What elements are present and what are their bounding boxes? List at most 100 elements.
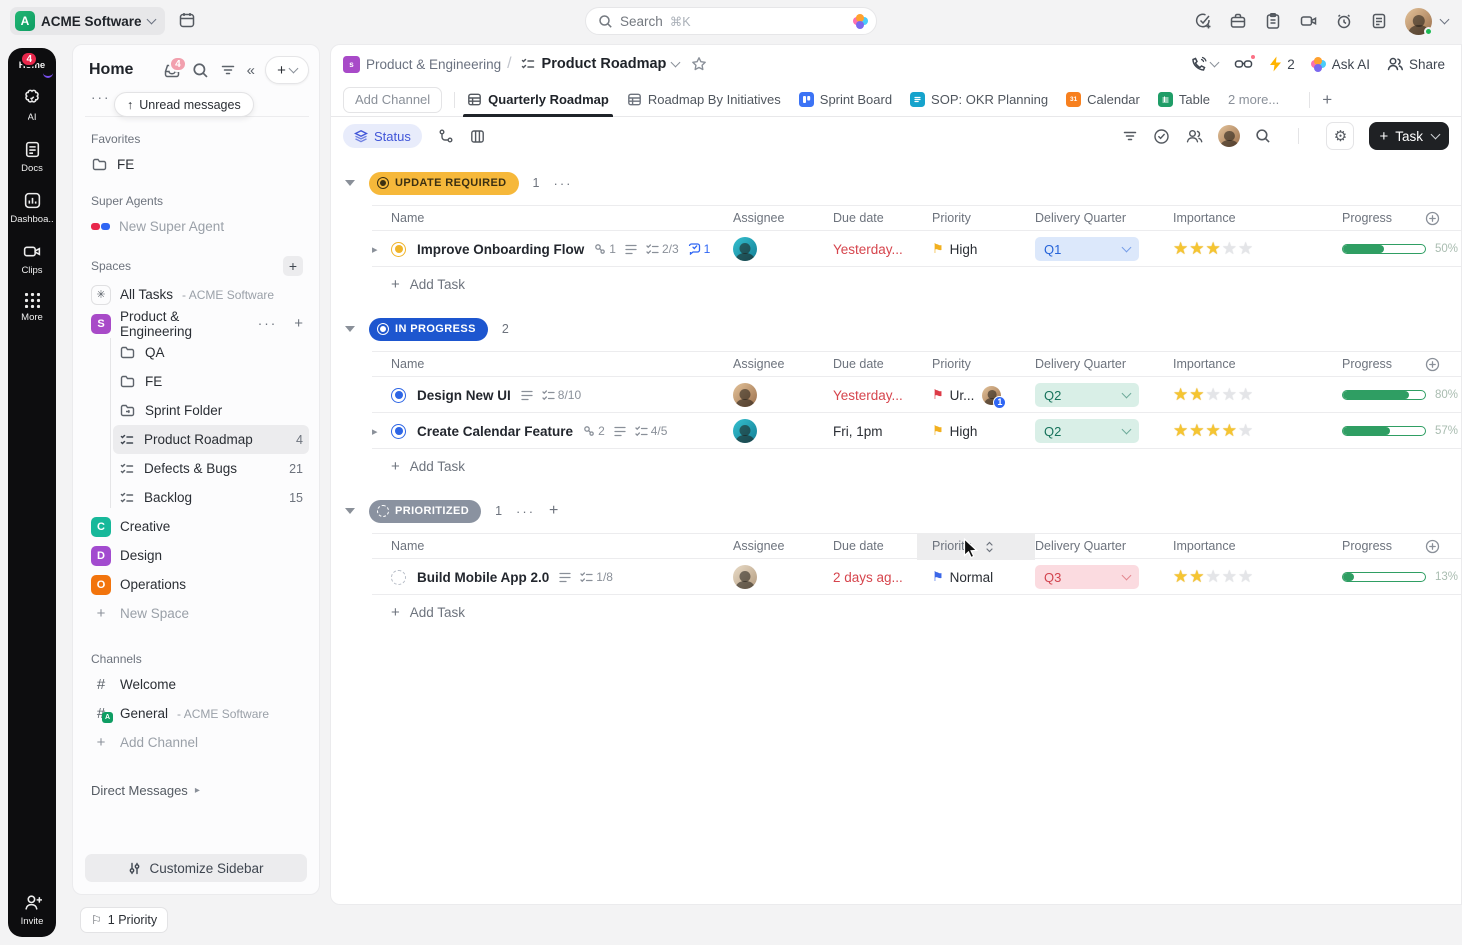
assignee-avatar[interactable] — [733, 383, 757, 407]
sidebar-item-fe[interactable]: FE — [113, 367, 309, 396]
automations-button[interactable]: 2 — [1269, 56, 1295, 72]
ask-ai-button[interactable]: Ask AI — [1310, 56, 1370, 72]
subtask-count[interactable]: 1/8 — [580, 570, 613, 584]
star-empty-icon[interactable]: ★ — [1221, 567, 1237, 586]
column-due-date[interactable]: Due date — [833, 357, 884, 371]
add-task-row[interactable]: + Add Task — [391, 275, 466, 293]
star-filled-icon[interactable]: ★ — [1173, 239, 1189, 258]
priority-value[interactable]: Normal — [949, 569, 994, 585]
filter-icon[interactable] — [220, 62, 236, 78]
add-column-icon[interactable] — [1425, 539, 1440, 554]
breadcrumb-space[interactable]: Product & Engineering — [366, 56, 502, 72]
delivery-quarter-select[interactable]: Q2 — [1035, 419, 1139, 443]
sidebar-item-defects-bugs[interactable]: Defects & Bugs 21 — [113, 454, 309, 483]
star-filled-icon[interactable]: ★ — [1189, 567, 1205, 586]
delivery-quarter-select[interactable]: Q3 — [1035, 565, 1139, 589]
sidebar-item-add-channel[interactable]: + Add Channel — [85, 728, 309, 757]
tab-quarterly-roadmap[interactable]: Quarterly Roadmap — [463, 83, 613, 117]
star-filled-icon[interactable]: ★ — [1189, 239, 1205, 258]
priority-value[interactable]: High — [949, 423, 978, 439]
star-empty-icon[interactable]: ★ — [1221, 239, 1237, 258]
task-row[interactable]: Design New UI 8/10 Yesterday... ⚑ Ur... … — [372, 377, 1461, 413]
columns-icon[interactable] — [470, 129, 485, 144]
column-priority[interactable]: Priority — [932, 539, 971, 553]
agents-goggles-icon[interactable] — [1234, 53, 1258, 71]
call-button[interactable] — [1190, 56, 1220, 73]
search-icon[interactable] — [192, 62, 209, 79]
due-date[interactable]: Yesterday... — [833, 387, 903, 403]
sidebar-item-all-tasks[interactable]: ✳ All Tasks - ACME Software — [85, 280, 309, 309]
collapse-group-icon[interactable] — [345, 180, 355, 186]
plus-icon[interactable]: + — [294, 315, 303, 332]
add-task-row[interactable]: + Add Task — [391, 457, 466, 475]
create-task-icon[interactable] — [1194, 12, 1212, 30]
star-empty-icon[interactable]: ★ — [1238, 567, 1254, 586]
sidebar-item-qa[interactable]: QA — [113, 338, 309, 367]
workspace-switcher[interactable]: A ACME Software — [10, 7, 165, 35]
group-menu-icon[interactable]: ··· — [553, 175, 573, 191]
status-dot-in-progress[interactable] — [391, 423, 406, 439]
notepad-icon[interactable] — [1370, 12, 1388, 30]
star-filled-icon[interactable]: ★ — [1189, 385, 1205, 404]
status-dot-prioritized[interactable] — [391, 569, 406, 585]
rail-dashboards[interactable]: Dashboa.. — [10, 191, 54, 225]
add-task-row[interactable]: + Add Task — [391, 603, 466, 621]
sidebar-item-design[interactable]: D Design — [85, 541, 309, 570]
assignee-avatar[interactable] — [733, 419, 757, 443]
sidebar-item-operations[interactable]: O Operations — [85, 570, 309, 599]
page-title[interactable]: Product Roadmap — [541, 56, 667, 72]
column-progress[interactable]: Progress — [1342, 539, 1393, 553]
importance-stars[interactable]: ★ ★ ★ ★ ★ — [1173, 559, 1254, 595]
delivery-quarter-select[interactable]: Q1 — [1035, 237, 1139, 261]
task-row[interactable]: ▸ Create Calendar Feature 2 4/5 Fri, 1pm… — [372, 413, 1461, 449]
sort-icon[interactable] — [985, 541, 994, 553]
column-importance[interactable]: Importance — [1173, 211, 1236, 225]
column-progress[interactable]: Progress — [1342, 357, 1393, 371]
group-menu-icon[interactable]: ··· — [516, 503, 536, 519]
sidebar-item-welcome-channel[interactable]: # Welcome — [85, 670, 309, 699]
chevron-down-icon[interactable] — [1439, 14, 1450, 25]
global-search-input[interactable]: Search ⌘K — [585, 7, 877, 35]
description-icon[interactable] — [559, 572, 571, 583]
star-empty-icon[interactable]: ★ — [1221, 385, 1237, 404]
assignees-icon[interactable] — [1185, 128, 1203, 144]
tab-roadmap-by-initiatives[interactable]: Roadmap By Initiatives — [627, 83, 781, 117]
closed-tasks-icon[interactable] — [1153, 128, 1170, 145]
priority-value[interactable]: High — [949, 241, 978, 257]
star-empty-icon[interactable]: ★ — [1238, 421, 1254, 440]
briefcase-icon[interactable] — [1229, 12, 1247, 30]
link-count[interactable]: 2 — [583, 424, 605, 438]
rail-clips[interactable]: Clips — [21, 242, 43, 276]
tab-sop-okr-planning[interactable]: SOP: OKR Planning — [910, 83, 1048, 117]
unread-messages-pill[interactable]: ↑ Unread messages — [114, 92, 254, 117]
star-filled-icon[interactable]: ★ — [1205, 421, 1221, 440]
reminder-clock-icon[interactable] — [1335, 12, 1353, 30]
clipboard-icon[interactable] — [1264, 12, 1282, 30]
subtask-count[interactable]: 4/5 — [635, 424, 667, 438]
ellipsis-icon[interactable]: ··· — [257, 316, 278, 331]
inbox-icon[interactable]: 4 — [163, 56, 187, 79]
column-importance[interactable]: Importance — [1173, 357, 1236, 371]
column-due-date[interactable]: Due date — [833, 211, 884, 225]
sidebar-item-product-engineering[interactable]: S Product & Engineering ··· + — [85, 309, 309, 339]
column-assignee[interactable]: Assignee — [733, 357, 785, 371]
comment-count[interactable]: 1 — [688, 242, 710, 256]
status-badge[interactable]: UPDATE REQUIRED — [369, 171, 519, 195]
clips-icon[interactable] — [1299, 12, 1318, 30]
column-delivery-quarter[interactable]: Delivery Quarter — [1035, 539, 1126, 553]
task-name[interactable]: Create Calendar Feature — [417, 423, 574, 439]
status-badge[interactable]: IN PROGRESS — [369, 317, 488, 341]
status-dot-update-required[interactable] — [391, 241, 406, 257]
collapse-group-icon[interactable] — [345, 326, 355, 332]
priority-filter-pill[interactable]: ⚐ 1 Priority — [80, 907, 169, 933]
subtasks-icon[interactable] — [438, 128, 454, 144]
task-row[interactable]: Build Mobile App 2.0 1/8 2 days ag... ⚑ N… — [372, 559, 1461, 595]
favorite-star-icon[interactable] — [691, 56, 707, 72]
column-name[interactable]: Name — [391, 539, 425, 553]
calendar-icon[interactable] — [178, 11, 196, 29]
status-badge[interactable]: PRIORITIZED — [369, 499, 482, 523]
sidebar-create-button[interactable]: + — [265, 56, 309, 84]
status-dot-in-progress[interactable] — [391, 387, 406, 403]
description-icon[interactable] — [625, 244, 637, 255]
star-empty-icon[interactable]: ★ — [1205, 385, 1221, 404]
